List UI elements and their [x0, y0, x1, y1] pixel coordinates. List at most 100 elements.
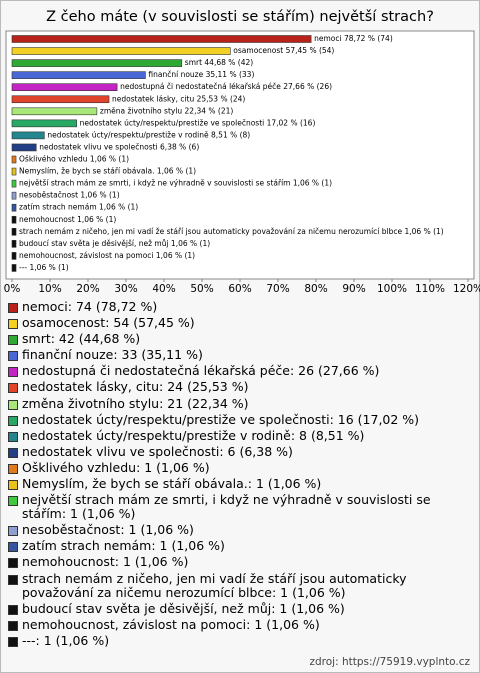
legend-item: zatím strach nemám: 1 (1,06 %) — [8, 539, 470, 553]
bar — [11, 131, 45, 140]
legend-swatch — [8, 335, 18, 346]
bar — [11, 107, 98, 116]
legend-swatch — [8, 620, 18, 631]
legend-label: nedostupná či nedostatečná lékařská péče… — [22, 363, 380, 379]
value-label: nemoci 78,72 % (74) — [314, 34, 393, 43]
x-tick-label: 90% — [342, 283, 365, 295]
legend-item: nemohoucnost: 1 (1,06 %) — [8, 555, 470, 569]
legend-label: nemohoucnost, závislost na pomoci: 1 (1,… — [22, 616, 320, 632]
legend-label: Nemyslím, že bych se stáří obávala.: 1 (… — [22, 476, 322, 492]
legend-swatch — [8, 319, 18, 330]
value-label: finanční nouze 35,11 % (33) — [148, 70, 254, 79]
legend-label: největší strach mám ze smrti, i když ne … — [22, 492, 431, 522]
legend-swatch — [8, 383, 18, 394]
bar — [11, 83, 118, 91]
bar — [11, 47, 231, 55]
bars: nemoci 78,72 % (74) osamocenost 57,45 % (… — [11, 34, 444, 272]
legend-item: největší strach mám ze smrti, i když ne … — [8, 493, 470, 521]
value-label: nesoběstačnost 1,06 % (1) — [19, 191, 120, 200]
legend-item: strach nemám z ničeho, jen mi vadí že st… — [8, 570, 470, 600]
legend-item: nedostatek vlivu ve společnosti: 6 (6,38… — [8, 443, 470, 459]
legend-label: ---: 1 (1,06 %) — [22, 632, 110, 648]
legend-label: nedostatek vlivu ve společnosti: 6 (6,38… — [22, 443, 293, 459]
legend-item: ---: 1 (1,06 %) — [8, 632, 470, 648]
x-tick-label: 30% — [114, 283, 137, 295]
x-tick-label: 10% — [38, 283, 61, 295]
value-label: nedostatek vlivu ve společnosti 6,38 % (… — [39, 142, 199, 151]
legend-item: nedostupná či nedostatečná lékařská péče… — [8, 364, 470, 378]
x-tick-label: 20% — [76, 283, 99, 295]
bar — [11, 179, 17, 188]
value-label: nedostatek úcty/respektu/prestiže v rodi… — [47, 130, 250, 139]
legend-item: budoucí stav světa je děsivější, než můj… — [8, 601, 470, 616]
legend-swatch — [8, 558, 18, 569]
legend-swatch — [8, 367, 18, 378]
x-tick-label: 80% — [304, 283, 327, 295]
chart-title: Z čeho máte (v souvislosti se stářím) ne… — [46, 9, 434, 25]
value-label: změna životního stylu 22,34 % (21) — [100, 106, 233, 115]
legend-item: finanční nouze: 33 (35,11 %) — [8, 348, 470, 362]
legend-label: strach nemám z ničeho, jen mi vadí že st… — [22, 570, 407, 600]
legend-swatch — [8, 542, 18, 553]
bar — [11, 95, 110, 104]
legend-label: nedostatek úcty/respektu/prestiže ve spo… — [22, 411, 420, 427]
value-label: nemohoucnost 1,06 % (1) — [19, 215, 116, 224]
legend-label: nedostatek lásky, citu: 24 (25,53 %) — [22, 379, 249, 395]
x-tick-label: 110% — [415, 283, 445, 295]
value-label: osamocenost 57,45 % (54) — [233, 46, 334, 55]
bar — [11, 155, 17, 164]
value-label: nedostatek lásky, citu 25,53 % (24) — [112, 94, 245, 103]
value-label: smrt 44,68 % (42) — [185, 58, 253, 67]
legend-swatch — [8, 303, 18, 313]
legend-swatch — [8, 604, 18, 615]
legend-swatch — [8, 351, 18, 362]
legend-label: nemoci: 74 (78,72 %) — [22, 299, 158, 314]
legend-swatch — [8, 526, 18, 537]
value-label: nedostatek úcty/respektu/prestiže ve spo… — [80, 118, 316, 127]
legend-item: změna životního stylu: 21 (22,34 %) — [8, 396, 470, 411]
bar — [11, 240, 17, 248]
bar — [11, 119, 77, 128]
legend-item: smrt: 42 (44,68 %) — [8, 332, 470, 346]
bar — [11, 252, 17, 260]
value-label: nedostupná či nedostatečná lékařská péče… — [120, 82, 332, 91]
bar — [11, 71, 146, 79]
legend-swatch — [8, 463, 18, 474]
legend-item: Ošklivého vzhledu: 1 (1,06 %) — [8, 460, 470, 475]
bar — [11, 59, 183, 67]
legend-label: smrt: 42 (44,68 %) — [22, 331, 141, 347]
legend-item: nedostatek lásky, citu: 24 (25,53 %) — [8, 380, 470, 394]
legend-label: nedostatek úcty/respektu/prestiže v rodi… — [22, 427, 365, 443]
value-label: největší strach mám ze smrti, i když ne … — [19, 179, 332, 188]
x-tick-label: 100% — [377, 283, 407, 295]
bar — [11, 143, 37, 152]
value-label: --- 1,06 % (1) — [19, 263, 69, 272]
x-tick-label: 120% — [453, 283, 480, 295]
bar — [11, 203, 17, 212]
value-label: zatím strach nemám 1,06 % (1) — [19, 203, 138, 212]
chart: Z čeho máte (v souvislosti se stářím) ne… — [4, 9, 480, 295]
legend-swatch — [8, 496, 18, 507]
legend-swatch — [8, 636, 18, 647]
legend-item: nemoci: 74 (78,72 %) — [8, 300, 470, 314]
bar — [11, 264, 17, 272]
legend-label: zatím strach nemám: 1 (1,06 %) — [22, 538, 225, 554]
value-label: nemohoucnost, závislost na pomoci 1,06 %… — [19, 251, 195, 260]
value-label: Nemyslím, že bych se stáří obávala. 1,06… — [19, 167, 196, 176]
value-label: Ošklivého vzhledu 1,06 % (1) — [19, 155, 129, 164]
legend-swatch — [8, 415, 18, 426]
legend-swatch — [8, 399, 18, 410]
legend-item: osamocenost: 54 (57,45 %) — [8, 316, 470, 330]
value-label: strach nemám z ničeho, jen mi vadí že st… — [19, 227, 444, 236]
x-tick-label: 70% — [266, 283, 289, 295]
value-label: budoucí stav světa je děsivější, než můj… — [19, 239, 210, 248]
x-tick-label: 50% — [190, 283, 213, 295]
legend: nemoci: 74 (78,72 %) osamocenost: 54 (57,… — [8, 300, 470, 650]
legend-item: nedostatek úcty/respektu/prestiže v rodi… — [8, 427, 470, 443]
legend-swatch — [8, 574, 18, 585]
legend-item: nemohoucnost, závislost na pomoci: 1 (1,… — [8, 616, 470, 632]
legend-item: nedostatek úcty/respektu/prestiže ve spo… — [8, 411, 470, 427]
legend-label: osamocenost: 54 (57,45 %) — [22, 315, 195, 331]
source: zdroj: https://75919.vyplnto.cz — [309, 656, 471, 668]
